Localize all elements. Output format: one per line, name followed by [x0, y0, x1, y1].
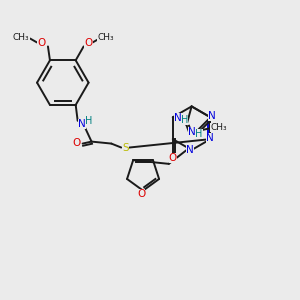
Text: H: H: [181, 115, 188, 125]
Text: CH₃: CH₃: [13, 33, 29, 42]
Text: H: H: [195, 129, 203, 140]
Text: O: O: [73, 138, 81, 148]
Text: N: N: [78, 119, 86, 129]
Text: S: S: [122, 142, 128, 152]
Text: H: H: [85, 116, 92, 126]
Text: O: O: [84, 38, 93, 49]
Text: CH₃: CH₃: [210, 123, 227, 132]
Text: O: O: [37, 38, 45, 49]
Text: N: N: [206, 133, 213, 143]
Text: N: N: [174, 113, 182, 123]
Text: O: O: [169, 153, 177, 163]
Text: N: N: [186, 145, 194, 155]
Text: N: N: [208, 111, 215, 121]
Text: O: O: [137, 189, 145, 199]
Text: N: N: [188, 128, 196, 137]
Text: CH₃: CH₃: [97, 33, 114, 42]
